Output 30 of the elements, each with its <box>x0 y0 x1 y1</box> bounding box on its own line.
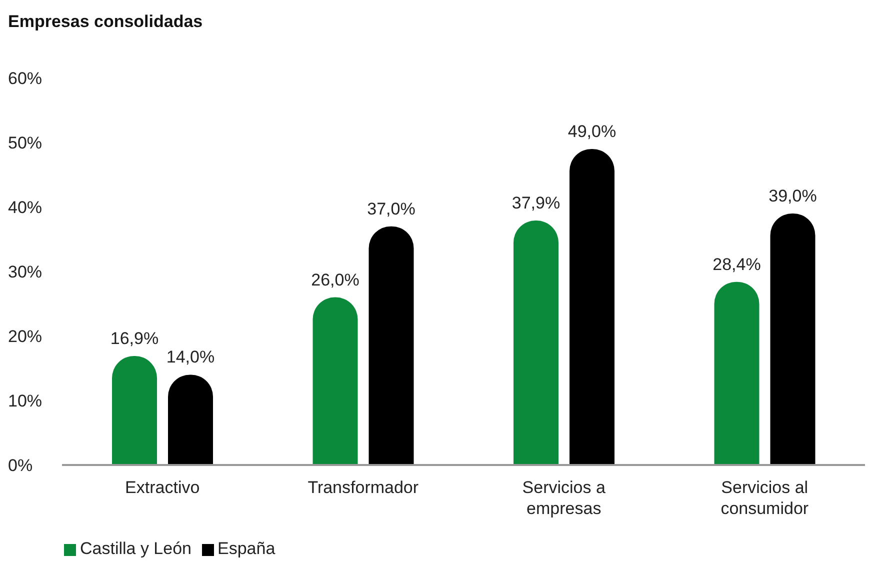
y-tick-label: 30% <box>8 262 42 282</box>
y-tick-label: 60% <box>8 69 42 88</box>
data-label: 49,0% <box>568 122 616 141</box>
bar <box>112 356 157 465</box>
legend-label: España <box>218 539 276 558</box>
bar <box>312 297 358 465</box>
legend-label: Castilla y León <box>80 539 192 558</box>
bar <box>770 213 816 465</box>
y-tick-label: 10% <box>8 392 42 411</box>
bar <box>368 226 414 465</box>
x-tick-label: Servicios al consumidor <box>720 478 809 518</box>
y-tick-label: 40% <box>8 198 42 218</box>
data-label: 37,9% <box>512 194 560 213</box>
y-tick-label: 0% <box>8 456 33 476</box>
bar <box>714 282 760 465</box>
data-label: 14,0% <box>166 348 215 367</box>
chart-title: Empresas consolidadas <box>8 11 204 33</box>
bar <box>168 374 213 465</box>
bar <box>514 220 558 465</box>
data-label: 37,0% <box>367 199 416 218</box>
x-tick-label: Transformador <box>308 478 419 497</box>
data-label: 39,0% <box>768 186 817 206</box>
data-label: 16,9% <box>110 328 159 348</box>
x-tick-label: Extractivo <box>125 478 200 497</box>
bar <box>570 148 614 465</box>
y-tick-label: 20% <box>8 327 42 346</box>
data-label: 26,0% <box>311 270 360 290</box>
data-label: 28,4% <box>712 254 761 274</box>
y-tick-label: 50% <box>8 134 42 153</box>
x-tick-label: Servicios a empresas <box>522 478 606 518</box>
